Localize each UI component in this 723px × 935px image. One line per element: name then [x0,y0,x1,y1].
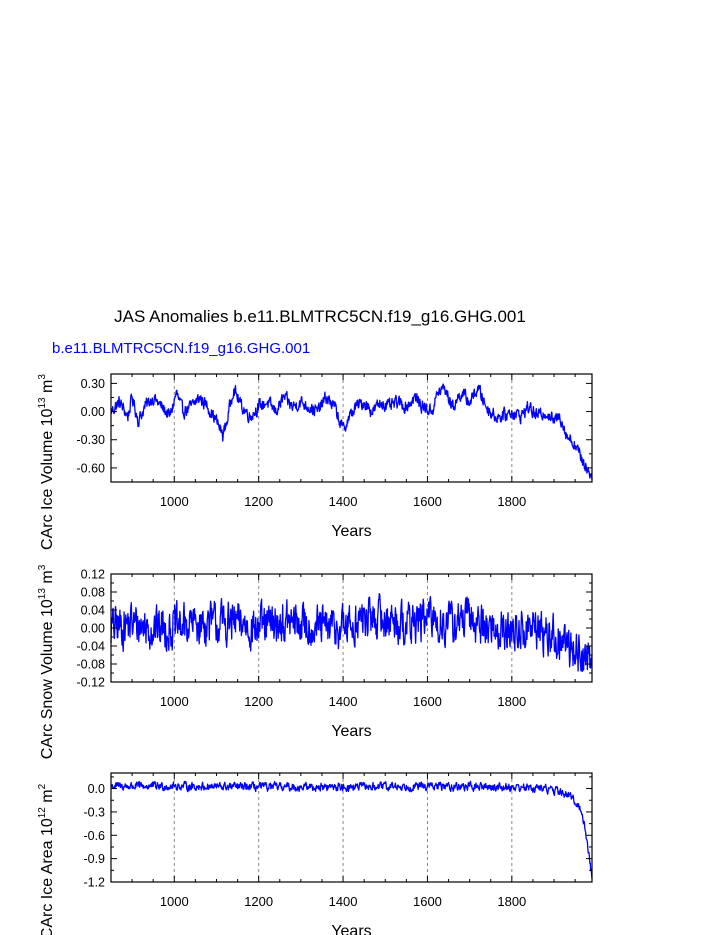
y-axis-label: CArc Ice Volume 1013 m3 [37,374,56,550]
y-tick-label: 0.30 [81,377,105,391]
y-axis-label-part: 2 [37,783,48,789]
y-tick-label: 0.0 [88,782,105,796]
chart-panel-3: 1000 1200 1400 1600 1800 0.0 -0.3 -0.6 -0.9 -1.2 Y… [37,772,593,935]
y-tick-label: -0.60 [77,461,106,475]
y-tick-label: -0.30 [77,433,106,447]
y-axis-label-part: m [39,570,56,588]
x-tick-label: 1400 [329,494,358,509]
y-axis-label-part: 12 [37,807,48,819]
x-tick-label: 1400 [329,694,358,709]
y-tick-label: -0.12 [77,676,106,690]
x-tick-label: 1600 [413,494,442,509]
x-tick-label: 1800 [497,894,526,909]
y-tick-label: -0.9 [83,852,105,866]
y-tick-label: -1.2 [83,876,105,890]
x-tick-label: 1800 [497,494,526,509]
x-tick-label: 1200 [244,494,273,509]
x-axis-label: Years [331,723,371,740]
data-line [110,780,593,879]
x-tick-label: 1000 [160,694,189,709]
data-line [110,593,593,673]
x-tick-label: 1200 [244,894,273,909]
x-tick-label: 1800 [497,694,526,709]
y-tick-label: -0.6 [83,829,105,843]
chart-panel-2: 1000 1200 1400 1600 1800 0.12 0.08 0.04 0.00 -0.0… [37,564,593,759]
y-tick-label: 0.12 [81,568,105,582]
y-axis-label: CArc Ice Area 1012 m2 [37,783,56,935]
y-axis-label-part: m [39,789,56,807]
x-axis-label: Years [331,923,371,935]
x-tick-label: 1600 [413,694,442,709]
x-tick-label: 1200 [244,694,273,709]
y-axis-label: CArc Snow Volume 1013 m3 [37,564,56,759]
x-axis-label: Years [331,523,371,540]
x-tick-label: 1400 [329,894,358,909]
plot-frame [110,772,593,883]
y-axis-label-part: CArc Ice Area 10 [39,818,56,935]
y-tick-label: 0.08 [81,586,105,600]
y-axis-label-part: CArc Ice Volume 10 [39,408,56,550]
x-tick-label: 1000 [160,494,189,509]
y-axis-label-part: 3 [37,564,48,570]
chart-panel-1: 1000 1200 1400 1600 1800 0.30 0.00 -0.30 -0.60 Ye… [37,373,593,550]
y-tick-label: -0.04 [77,640,106,654]
figure-title: JAS Anomalies b.e11.BLMTRC5CN.f19_g16.GH… [114,307,526,326]
y-tick-label: -0.08 [77,658,106,672]
y-axis-label-part: 3 [37,374,48,380]
y-axis-label-part: 13 [37,588,48,600]
y-tick-label: -0.3 [83,805,105,819]
x-tick-label: 1000 [160,894,189,909]
y-tick-label: 0.00 [81,622,105,636]
panels-container: 1000 1200 1400 1600 1800 0.30 0.00 -0.30 -0.60 Ye… [37,373,593,935]
y-axis-label-part: 13 [37,397,48,409]
y-axis-label-part: CArc Snow Volume 10 [39,599,56,759]
x-tick-label: 1600 [413,894,442,909]
plot-frame [110,373,593,483]
y-tick-label: 0.04 [81,604,105,618]
case-label: b.e11.BLMTRC5CN.f19_g16.GHG.001 [52,340,310,357]
y-axis-label-part: m [39,380,56,398]
data-line [110,383,593,481]
y-tick-label: 0.00 [81,405,105,419]
